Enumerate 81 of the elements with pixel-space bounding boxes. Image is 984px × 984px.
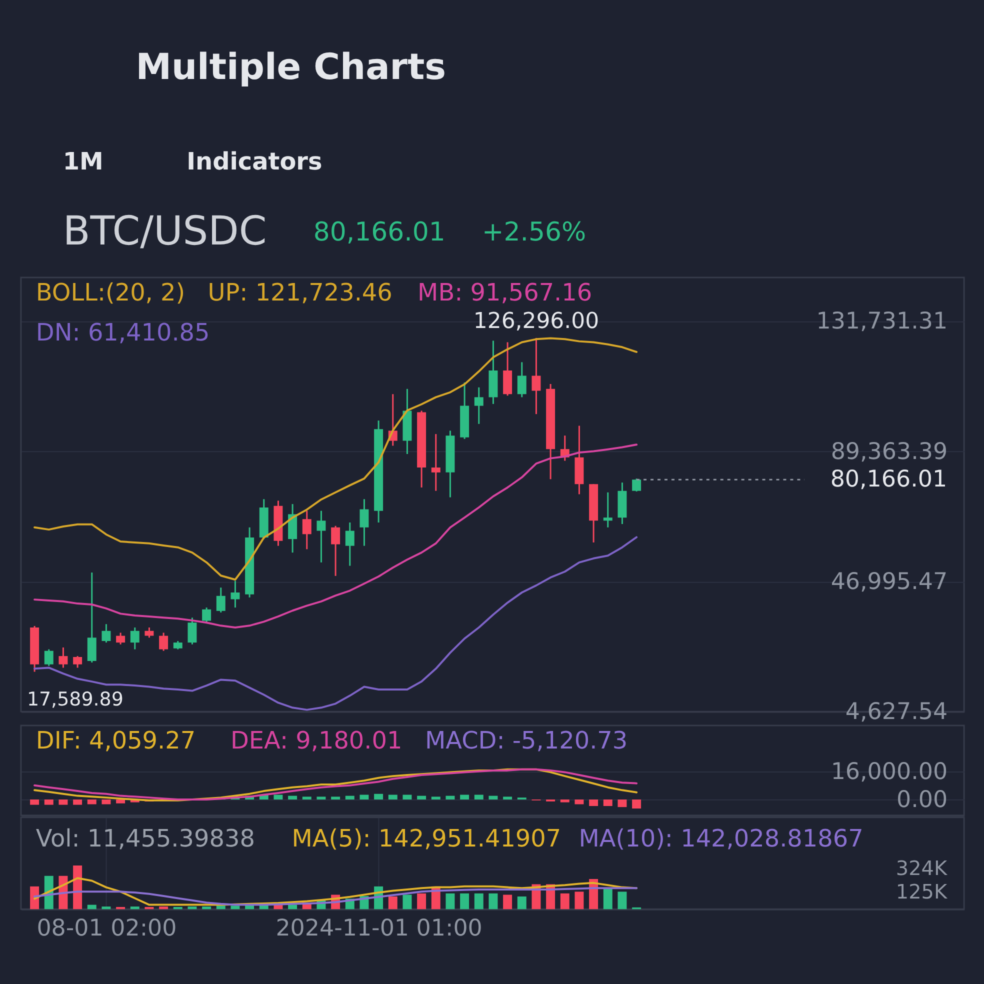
series-label: DIF: 4,059.27 <box>36 726 196 754</box>
candlestick <box>302 510 312 550</box>
series-label: MA(10): 142,028.81867 <box>578 824 864 852</box>
bar <box>388 896 398 910</box>
x-tick-label: 2024-11-01 01:00 <box>276 916 482 942</box>
candlestick <box>316 510 326 564</box>
candlestick <box>44 648 54 667</box>
annotation: MACD: -5,120.73 <box>424 726 628 754</box>
candlestick <box>188 616 197 646</box>
candlestick <box>216 586 226 614</box>
chart-subtitle: BTC/USDC <box>62 208 267 255</box>
bar <box>144 906 154 910</box>
y-tick-label: 4,627.54 <box>845 699 948 726</box>
bar <box>87 904 96 910</box>
candlestick <box>331 525 340 577</box>
y-tick-label: 0.00 <box>896 786 948 813</box>
bar <box>460 893 470 910</box>
candlestick <box>603 492 612 528</box>
y-tick-label: 46,995.47 <box>830 568 948 595</box>
series-label: Vol: 11,455.39838 <box>36 824 255 852</box>
candlestick <box>116 632 126 646</box>
text: 125K <box>896 880 948 904</box>
y-tick-label: 16,000.00 <box>830 758 948 785</box>
candlestick <box>632 478 642 492</box>
candlestick <box>474 386 484 425</box>
candlestick <box>532 337 541 415</box>
y-tick-label: 89,363.39 <box>830 438 948 465</box>
bar <box>116 906 126 910</box>
candlestick <box>517 361 526 398</box>
bar <box>603 888 612 910</box>
text: Indicators <box>186 148 322 176</box>
bar <box>417 893 426 910</box>
candlestick <box>73 655 82 668</box>
bar <box>402 894 412 910</box>
candlestick <box>230 580 240 608</box>
bar <box>446 893 455 910</box>
text: UP: 121,723.46 <box>208 278 392 306</box>
ref-line-label: 80,166.01 <box>830 466 948 493</box>
series-label: MA(5): 142,951.41907 <box>292 824 562 852</box>
annotation: 17,589.89 <box>26 688 124 711</box>
bar <box>574 892 584 910</box>
candlestick <box>431 433 440 492</box>
bar <box>503 894 512 910</box>
candlestick <box>102 623 111 644</box>
candlestick <box>144 626 154 638</box>
y-tick-label: 131,731.31 <box>816 308 948 335</box>
candlestick <box>345 522 354 567</box>
bar <box>216 906 226 910</box>
bar <box>288 904 298 910</box>
chart-title: Multiple Charts <box>136 46 446 88</box>
bar <box>517 896 526 910</box>
bar <box>102 906 111 910</box>
bar <box>560 893 570 910</box>
text: 1M <box>62 148 104 176</box>
bar <box>474 893 484 910</box>
line-series <box>34 444 638 629</box>
bar <box>30 886 40 910</box>
x-tick-label: 08-01 02:00 <box>36 916 177 942</box>
bar <box>230 906 240 910</box>
candlestick <box>360 498 369 547</box>
text: +2.56% <box>482 218 586 248</box>
candlestick <box>159 632 168 652</box>
bar <box>188 906 197 910</box>
bar <box>202 906 212 910</box>
text: DN: 61,410.85 <box>36 318 210 346</box>
annotation: 126,296.00 <box>473 308 600 334</box>
legend-title: BOLL:(20, 2) <box>36 278 186 306</box>
candlestick <box>87 572 96 664</box>
candlestick <box>202 606 212 624</box>
bar <box>173 906 182 910</box>
bar <box>618 892 627 910</box>
candlestick <box>58 646 68 668</box>
bar <box>130 906 140 910</box>
candlestick <box>130 626 140 650</box>
bar <box>488 893 498 910</box>
candlestick <box>503 341 512 396</box>
text: 80,166.01 <box>313 218 446 248</box>
bar <box>159 906 168 910</box>
text: MB: 91,567.16 <box>418 278 592 306</box>
text: 324K <box>896 856 948 880</box>
series-label: DEA: 9,180.01 <box>230 726 402 754</box>
